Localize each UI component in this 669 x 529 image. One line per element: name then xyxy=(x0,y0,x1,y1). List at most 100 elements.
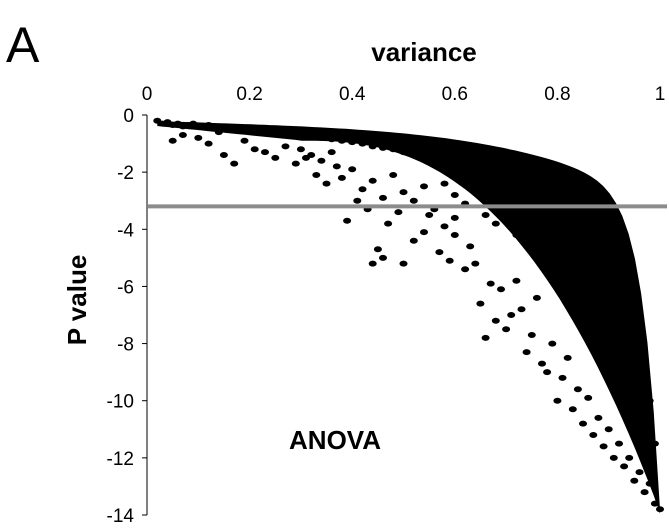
data-point xyxy=(635,403,644,410)
data-point xyxy=(450,162,459,168)
data-point xyxy=(291,160,300,167)
data-point xyxy=(553,269,562,276)
data-point xyxy=(517,306,526,313)
data-point xyxy=(471,169,480,176)
data-point xyxy=(271,154,280,161)
data-point xyxy=(214,129,223,136)
data-point xyxy=(219,152,228,158)
data-point xyxy=(266,127,275,134)
data-point xyxy=(194,123,203,130)
data-point xyxy=(543,209,552,216)
data-point xyxy=(604,346,613,353)
y-tick-label: -8 xyxy=(117,335,134,356)
data-point xyxy=(609,454,618,461)
data-point xyxy=(255,127,264,134)
data-point xyxy=(512,189,521,196)
data-point xyxy=(296,132,305,138)
data-point xyxy=(527,332,536,338)
data-point xyxy=(368,177,377,184)
data-point xyxy=(538,360,546,367)
y-tick-label: -6 xyxy=(117,277,134,298)
data-point xyxy=(394,209,403,216)
data-point xyxy=(420,229,428,236)
data-point xyxy=(379,254,387,261)
data-point xyxy=(512,277,521,284)
data-point xyxy=(594,414,603,421)
data-point xyxy=(532,294,541,301)
data-point xyxy=(445,257,454,264)
y-tick-label: -12 xyxy=(107,449,134,470)
data-point xyxy=(522,194,531,201)
data-point xyxy=(245,126,254,133)
x-tick-label: 0.6 xyxy=(442,84,468,105)
data-point xyxy=(240,137,249,144)
data-point xyxy=(615,297,623,304)
y-tick-label: 0 xyxy=(123,106,134,127)
data-point xyxy=(307,152,316,158)
data-point xyxy=(317,157,326,164)
data-point xyxy=(563,354,572,361)
data-point xyxy=(645,397,654,404)
y-tick-label: -2 xyxy=(117,163,134,184)
data-point xyxy=(373,246,382,253)
data-point xyxy=(471,260,480,267)
data-point xyxy=(620,463,629,470)
data-point xyxy=(650,500,659,507)
data-point xyxy=(276,129,285,136)
x-axis-title: variance xyxy=(371,37,477,67)
data-point xyxy=(296,146,305,153)
data-point xyxy=(594,329,603,336)
data-point xyxy=(532,240,541,247)
data-point xyxy=(204,122,213,128)
data-point xyxy=(635,469,644,476)
data-point xyxy=(348,139,357,146)
data-point xyxy=(230,160,239,167)
data-point xyxy=(450,192,459,198)
data-point xyxy=(615,440,623,447)
data-point xyxy=(491,317,500,324)
data-point xyxy=(322,180,331,187)
data-point xyxy=(650,440,659,447)
data-point xyxy=(358,140,367,147)
data-point xyxy=(573,237,582,244)
data-point xyxy=(640,489,649,496)
data-point xyxy=(589,432,598,438)
data-point xyxy=(368,143,377,150)
data-point xyxy=(337,137,346,144)
data-point xyxy=(486,280,495,287)
data-point xyxy=(522,349,531,356)
data-point xyxy=(558,374,567,381)
data-point xyxy=(286,130,295,137)
x-tick-label: 0 xyxy=(142,84,153,105)
y-tick-label: -14 xyxy=(107,506,135,527)
data-point xyxy=(214,123,223,130)
data-point xyxy=(604,277,613,284)
data-point xyxy=(343,217,352,224)
data-point xyxy=(327,149,336,156)
data-point xyxy=(307,133,316,140)
data-point xyxy=(409,237,418,244)
data-point xyxy=(512,232,521,238)
data-point xyxy=(502,326,511,333)
data-point xyxy=(491,220,500,227)
data-point xyxy=(440,159,449,166)
data-point xyxy=(491,177,500,184)
x-tick-label: 0.2 xyxy=(236,84,262,105)
data-point xyxy=(399,189,408,196)
data-point xyxy=(543,254,552,261)
data-point xyxy=(440,223,449,230)
data-point xyxy=(450,232,459,238)
data-point xyxy=(461,166,470,173)
x-tick-label: 0.8 xyxy=(544,84,570,105)
data-point xyxy=(332,163,341,170)
data-point xyxy=(604,426,613,433)
point-cloud-band xyxy=(157,121,661,514)
data-point xyxy=(168,137,177,144)
data-point xyxy=(235,124,244,131)
data-point xyxy=(409,197,418,204)
data-point xyxy=(481,173,490,180)
panel-label: A xyxy=(6,17,40,73)
data-point xyxy=(584,394,593,401)
data-point xyxy=(337,174,346,181)
